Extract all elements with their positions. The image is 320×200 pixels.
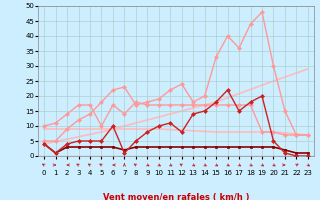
X-axis label: Vent moyen/en rafales ( km/h ): Vent moyen/en rafales ( km/h ) (103, 193, 249, 200)
